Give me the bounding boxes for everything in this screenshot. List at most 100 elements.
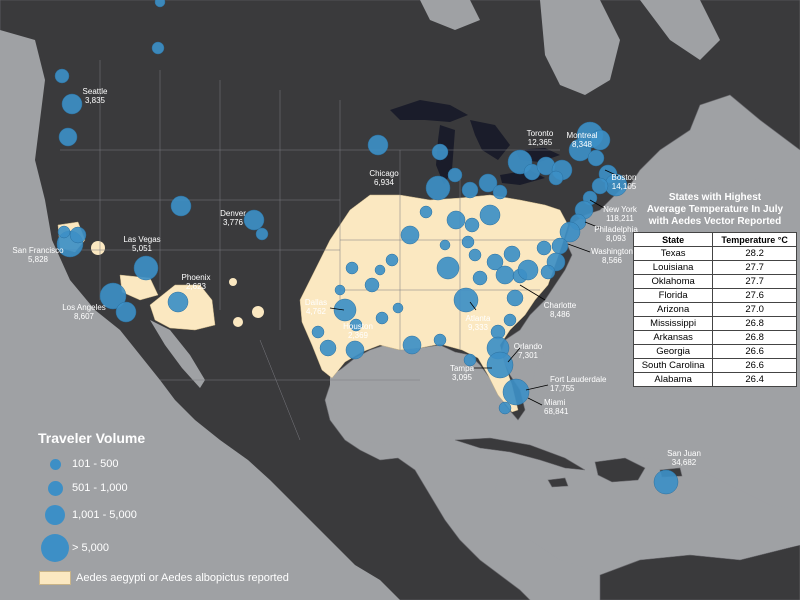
leader-line bbox=[469, 301, 477, 311]
city-value-label: 3,835 bbox=[85, 96, 106, 105]
traveler-circle bbox=[364, 277, 380, 293]
temp-cell: 26.6 bbox=[712, 344, 797, 359]
traveler-circle bbox=[57, 225, 71, 239]
traveler-circle bbox=[433, 333, 447, 347]
leader-line bbox=[525, 384, 549, 391]
traveler-circle bbox=[367, 134, 389, 156]
legend-item-501-1000: 501 - 1,000 bbox=[38, 476, 338, 500]
traveler-circle bbox=[653, 469, 679, 495]
traveler-circle bbox=[334, 284, 346, 296]
city-value-label: 2,369 bbox=[348, 331, 369, 340]
temp-cell: 27.7 bbox=[712, 260, 797, 275]
traveler-circle bbox=[385, 253, 399, 267]
traveler-circle bbox=[425, 175, 451, 201]
leader-line bbox=[604, 169, 619, 177]
state-cell: Mississippi bbox=[632, 316, 714, 331]
state-cell: Oklahoma bbox=[632, 274, 714, 289]
legend-label: 501 - 1,000 bbox=[72, 482, 128, 494]
traveler-circle bbox=[436, 256, 460, 280]
state-cell: Texas bbox=[632, 246, 714, 261]
city-value-label: 68,841 bbox=[544, 407, 569, 416]
traveler-circle bbox=[453, 287, 479, 313]
traveler-circle bbox=[99, 282, 127, 310]
traveler-circle bbox=[349, 318, 363, 332]
admin-boundaries bbox=[60, 60, 560, 441]
city-name-label: Los Angeles bbox=[62, 303, 106, 312]
city-name-label: Charlotte bbox=[544, 301, 577, 310]
col-temp-header: Temperature °C bbox=[712, 232, 797, 247]
city-name-label: Las Vegas bbox=[123, 235, 160, 244]
legend-circle-small bbox=[49, 458, 61, 470]
city-name-label: Denver bbox=[220, 209, 246, 218]
traveler-circle bbox=[61, 93, 83, 115]
traveler-circle bbox=[548, 170, 564, 186]
traveler-circle bbox=[375, 311, 389, 325]
traveler-circle bbox=[517, 259, 539, 281]
traveler-circle bbox=[498, 401, 512, 415]
state-cell: Florida bbox=[632, 288, 714, 303]
aedes-spot-2 bbox=[229, 278, 237, 286]
table-row: Arkansas 26.8 bbox=[632, 330, 797, 345]
city-value-label: 6,934 bbox=[374, 178, 395, 187]
city-value-label: 7,301 bbox=[518, 351, 539, 360]
traveler-circle bbox=[551, 237, 569, 255]
state-cell: Arizona bbox=[632, 302, 714, 317]
traveler-circle bbox=[54, 68, 70, 84]
traveler-circle bbox=[311, 325, 325, 339]
city-value-label: 9,333 bbox=[468, 323, 489, 332]
great-lakes bbox=[390, 100, 560, 185]
table-header-row: State Temperature °C bbox=[632, 232, 797, 247]
traveler-circle bbox=[587, 149, 605, 167]
temp-cell: 28.2 bbox=[712, 246, 797, 261]
traveler-circle bbox=[133, 255, 159, 281]
traveler-circle bbox=[319, 339, 337, 357]
traveler-circle bbox=[431, 143, 449, 161]
traveler-circle bbox=[502, 378, 530, 406]
legend-item-over-5000: > 5,000 bbox=[38, 530, 338, 566]
traveler-circle bbox=[464, 217, 480, 233]
traveler-circle bbox=[472, 270, 488, 286]
city-value-label: 17,755 bbox=[550, 384, 575, 393]
traveler-circle bbox=[540, 264, 556, 280]
traveler-circle bbox=[506, 289, 524, 307]
traveler-circle bbox=[589, 129, 611, 151]
city-value-label: 12,365 bbox=[528, 138, 553, 147]
land-south-america bbox=[599, 544, 800, 600]
traveler-circle bbox=[492, 184, 508, 200]
land-cuba bbox=[454, 437, 586, 471]
traveler-circle bbox=[559, 221, 581, 243]
city-value-label: 8,348 bbox=[572, 140, 593, 149]
city-value-label: 3,095 bbox=[452, 373, 473, 382]
traveler-circle bbox=[255, 227, 269, 241]
legend-region-swatch bbox=[39, 571, 71, 585]
table-row: Oklahoma 27.7 bbox=[632, 274, 797, 289]
traveler-circle bbox=[536, 240, 552, 256]
traveler-circle bbox=[503, 313, 517, 327]
city-name-label: Philadelphia bbox=[594, 225, 638, 234]
traveler-circle bbox=[167, 291, 189, 313]
leader-line bbox=[584, 221, 601, 229]
city-name-label: San Francisco bbox=[12, 246, 64, 255]
traveler-circle bbox=[402, 335, 422, 355]
city-name-label: Washington bbox=[591, 247, 633, 256]
aedes-spot-3 bbox=[252, 306, 264, 318]
traveler-circle bbox=[486, 351, 514, 379]
traveler-circle bbox=[486, 253, 504, 271]
col-state-header: State bbox=[632, 232, 714, 247]
land-jamaica bbox=[547, 477, 569, 488]
city-name-label: Phoenix bbox=[182, 273, 211, 282]
traveler-circles bbox=[54, 0, 679, 495]
aedes-spot-1 bbox=[91, 241, 105, 255]
water-arctic-channels bbox=[420, 0, 720, 60]
city-value-label: 5,828 bbox=[28, 255, 49, 264]
city-name-label: Orlando bbox=[514, 342, 543, 351]
state-cell: Louisiana bbox=[632, 260, 714, 275]
label-leader-lines bbox=[329, 169, 619, 406]
city-name-label: Seattle bbox=[83, 87, 108, 96]
city-name-label: Fort Lauderdale bbox=[550, 375, 607, 384]
city-value-label: 8,093 bbox=[606, 234, 627, 243]
state-cell: Georgia bbox=[632, 344, 714, 359]
legend-circle-xlarge bbox=[41, 534, 69, 562]
table-title: States with Highest Average Temperature … bbox=[646, 192, 784, 227]
